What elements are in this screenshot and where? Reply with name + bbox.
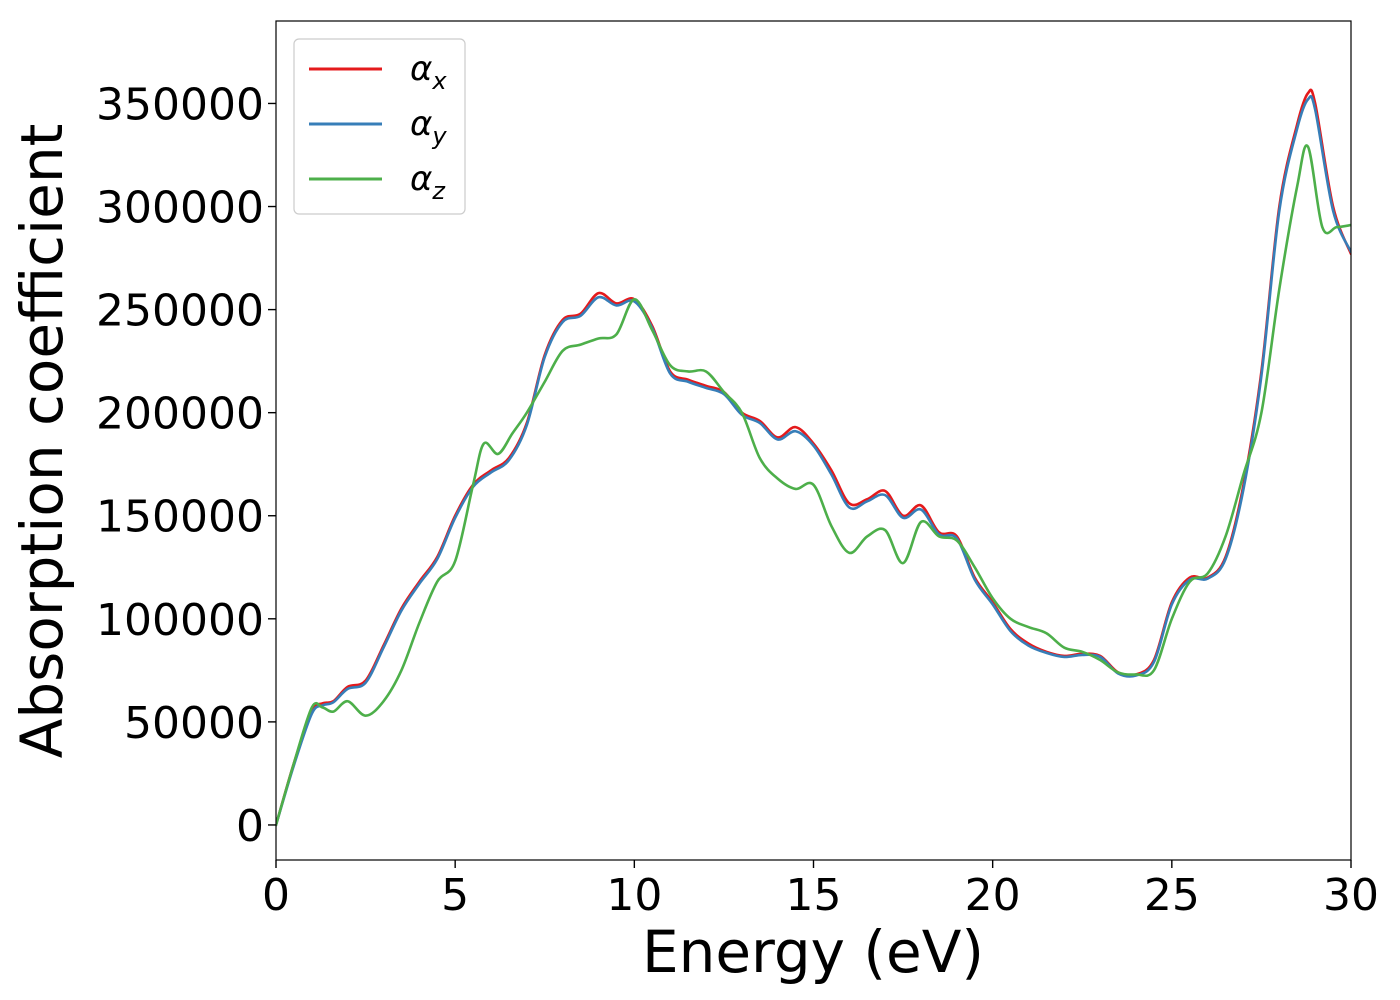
x-tick-label: 20 <box>965 870 1021 921</box>
legend-item-x: αx <box>309 49 447 95</box>
x-tick-label: 10 <box>606 870 662 921</box>
x-tick-label: 30 <box>1323 870 1379 921</box>
x-tick-label: 25 <box>1144 870 1200 921</box>
legend-box <box>293 38 466 215</box>
y-axis: 0 50000 100000 150000 200000 250000 300000 3500… <box>96 79 276 852</box>
y-tick-label: 300000 <box>96 183 264 234</box>
series-line-z <box>276 144 1351 827</box>
x-tick-label: 0 <box>262 870 290 921</box>
y-tick-label: 50000 <box>124 698 264 749</box>
y-tick-label: 0 <box>236 801 264 852</box>
y-axis-title: Absorption coefficient <box>8 124 76 759</box>
y-tick-label: 200000 <box>96 389 264 440</box>
series-line-y <box>276 95 1351 827</box>
y-tick-label: 100000 <box>96 595 264 646</box>
x-axis: 0 5 10 15 20 25 30 <box>262 860 1379 921</box>
series-layer <box>276 88 1351 827</box>
y-tick-label: 150000 <box>96 492 264 543</box>
x-tick-label: 5 <box>441 870 469 921</box>
x-tick-label: 15 <box>786 870 842 921</box>
y-tick-label: 350000 <box>96 79 264 130</box>
y-tick-label: 250000 <box>96 286 264 337</box>
x-axis-title: Energy (eV) <box>642 918 984 986</box>
